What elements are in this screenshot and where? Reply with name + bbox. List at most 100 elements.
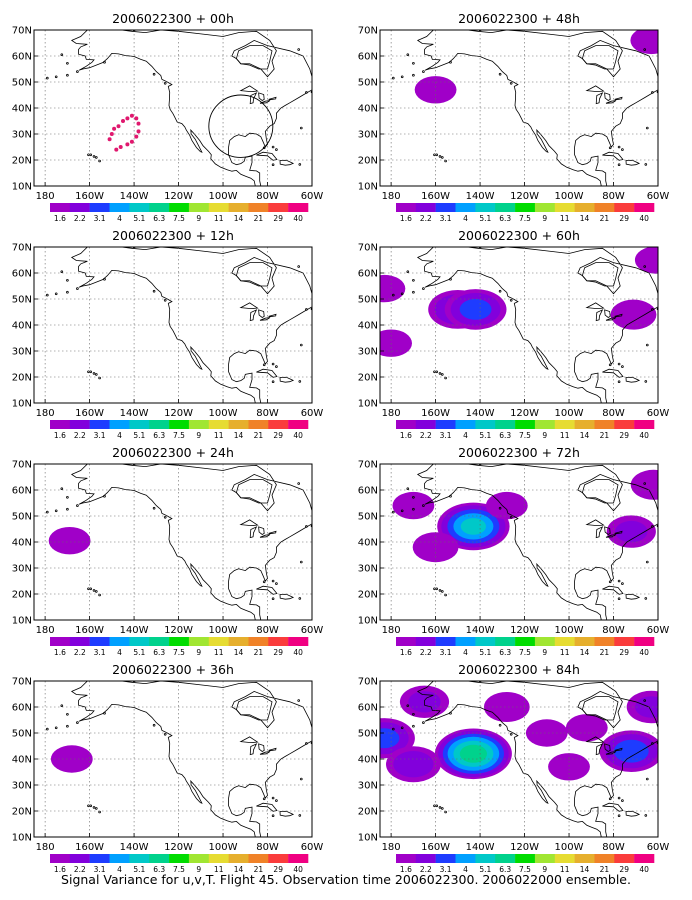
colorbar-swatch xyxy=(435,203,456,212)
x-tick-label: 100W xyxy=(555,625,584,636)
colorbar-label: 9 xyxy=(196,214,201,223)
x-tick-label: 60W xyxy=(647,842,670,853)
colorbar-label: 4 xyxy=(463,865,468,874)
panel-title: 2006022300 + 00h xyxy=(112,11,234,26)
colorbar-swatch xyxy=(288,854,309,863)
variance-blob xyxy=(548,753,590,781)
y-tick-label: 60N xyxy=(358,486,378,497)
y-tick-label: 30N xyxy=(12,564,32,575)
observation-point xyxy=(134,134,139,139)
y-tick-label: 70N xyxy=(358,243,378,254)
y-tick-label: 10N xyxy=(358,616,378,627)
x-tick-label: 160W xyxy=(75,191,104,202)
y-tick-label: 10N xyxy=(12,833,32,844)
y-tick-label: 10N xyxy=(12,616,32,627)
colorbar-swatch xyxy=(554,854,575,863)
colorbar-label: 3.1 xyxy=(94,214,106,223)
colorbar-swatch xyxy=(594,637,615,646)
colorbar-swatch xyxy=(594,203,615,212)
colorbar-label: 14 xyxy=(234,865,244,874)
plot-area xyxy=(380,464,658,620)
colorbar-label: 2.2 xyxy=(74,865,86,874)
colorbar-label: 14 xyxy=(580,865,590,874)
colorbar-swatch xyxy=(554,420,575,429)
panel-title: 2006022300 + 24h xyxy=(112,445,234,460)
observation-point xyxy=(109,132,114,136)
x-tick-label: 80W xyxy=(256,625,279,636)
colorbar-label: 2.2 xyxy=(420,865,432,874)
observation-point xyxy=(129,113,134,118)
y-tick-label: 50N xyxy=(12,78,32,89)
x-tick-label: 60W xyxy=(301,842,324,853)
x-tick-label: 120W xyxy=(510,191,539,202)
colorbar-swatch xyxy=(228,637,249,646)
colorbar-swatch xyxy=(89,420,110,429)
colorbar-label: 2.2 xyxy=(74,648,86,657)
colorbar-swatch xyxy=(89,854,110,863)
colorbar-label: 40 xyxy=(639,865,649,874)
colorbar-swatch xyxy=(415,203,436,212)
colorbar-swatch xyxy=(109,203,130,212)
colorbar-swatch xyxy=(515,637,536,646)
colorbar-label: 40 xyxy=(293,431,303,440)
plot-area xyxy=(380,30,658,186)
colorbar-swatch xyxy=(169,637,190,646)
colorbar-swatch xyxy=(169,203,190,212)
colorbar-label: 21 xyxy=(600,865,610,874)
colorbar-swatch xyxy=(69,420,90,429)
y-tick-label: 10N xyxy=(358,833,378,844)
colorbar-label: 40 xyxy=(639,431,649,440)
colorbar-swatch xyxy=(188,203,209,212)
colorbar-swatch xyxy=(495,203,516,212)
variance-blob xyxy=(610,299,657,330)
colorbar-swatch xyxy=(228,420,249,429)
colorbar-label: 29 xyxy=(273,865,283,874)
colorbar-label: 1.6 xyxy=(400,214,412,223)
colorbar-swatch xyxy=(594,854,615,863)
colorbar-label: 5.1 xyxy=(479,865,491,874)
colorbar-label: 5.1 xyxy=(133,431,145,440)
y-tick-label: 10N xyxy=(358,399,378,410)
y-tick-label: 40N xyxy=(12,538,32,549)
variance-blob xyxy=(565,714,608,742)
colorbar-swatch xyxy=(268,420,289,429)
observation-point xyxy=(118,145,123,149)
colorbar-label: 9 xyxy=(542,431,547,440)
colorbar-label: 29 xyxy=(619,648,629,657)
colorbar-swatch xyxy=(554,203,575,212)
observation-point xyxy=(136,129,141,134)
colorbar-label: 29 xyxy=(619,431,629,440)
colorbar-swatch xyxy=(574,854,595,863)
colorbar-swatch xyxy=(288,420,309,429)
colorbar-swatch xyxy=(594,420,615,429)
colorbar-swatch xyxy=(634,854,655,863)
colorbar-swatch xyxy=(534,854,555,863)
colorbar-label: 21 xyxy=(254,214,264,223)
x-tick-label: 100W xyxy=(555,191,584,202)
forecast-panel-60h: 2006022300 + 60h 180 160W 140W 120W 100W 80W 60… xyxy=(358,228,670,440)
y-tick-label: 40N xyxy=(12,104,32,115)
colorbar-swatch xyxy=(455,637,476,646)
y-tick-label: 70N xyxy=(12,677,32,688)
colorbar-swatch xyxy=(50,420,71,429)
colorbar-swatch xyxy=(248,203,269,212)
forecast-panel-36h: 2006022300 + 36h 180 160W 140W 120W 100W 80W 60… xyxy=(12,662,324,874)
colorbar-label: 3.1 xyxy=(440,865,452,874)
colorbar-swatch xyxy=(268,637,289,646)
colorbar-label: 11 xyxy=(560,648,570,657)
colorbar-label: 14 xyxy=(234,648,244,657)
colorbar-swatch xyxy=(69,854,90,863)
variance-blob xyxy=(386,746,441,783)
colorbar-label: 7.5 xyxy=(173,648,185,657)
variance-blob xyxy=(525,719,568,747)
gridlines xyxy=(34,247,312,403)
colorbar-swatch xyxy=(188,637,209,646)
colorbar-label: 9 xyxy=(196,865,201,874)
y-tick-label: 30N xyxy=(358,347,378,358)
forecast-panel-84h: 2006022300 + 84h 180 160W 140W 120W 100W 80W 60… xyxy=(358,662,670,874)
y-tick-label: 60N xyxy=(12,269,32,280)
gridlines xyxy=(34,30,312,186)
colorbar-label: 14 xyxy=(580,648,590,657)
colorbar-label: 14 xyxy=(580,214,590,223)
colorbar-label: 40 xyxy=(293,865,303,874)
